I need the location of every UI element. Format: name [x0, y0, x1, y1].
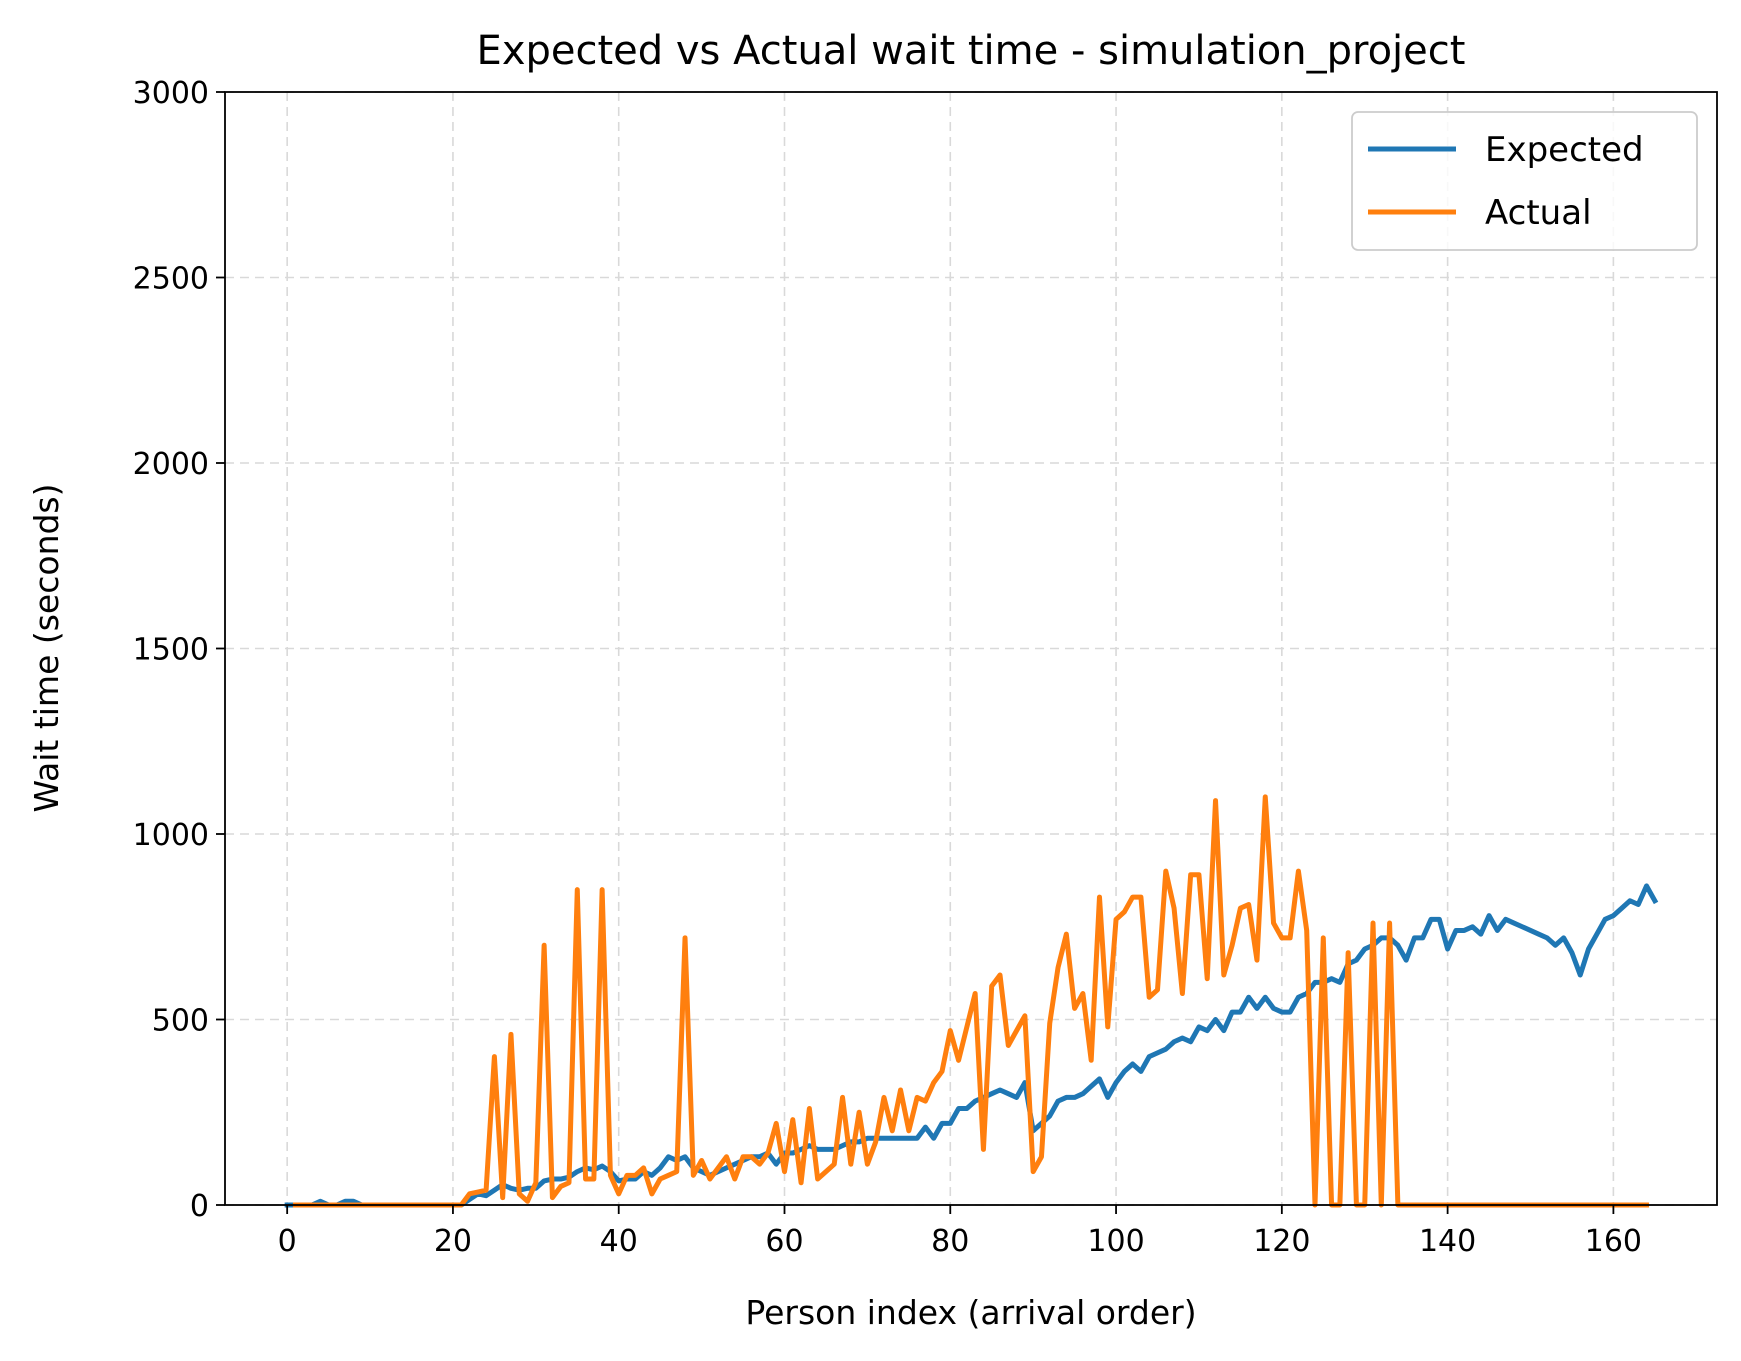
x-tick-label: 20	[434, 1224, 472, 1259]
y-axis: 0 500 1000 1500 2000 2500 3000	[133, 76, 225, 1224]
x-tick-label: 0	[278, 1224, 297, 1259]
y-tick-label: 1500	[133, 633, 209, 668]
x-tick-label: 100	[1087, 1224, 1144, 1259]
x-tick-label: 140	[1419, 1224, 1476, 1259]
y-tick-label: 1000	[133, 818, 209, 853]
x-tick-label: 160	[1585, 1224, 1642, 1259]
legend-label-expected: Expected	[1485, 130, 1644, 170]
y-tick-label: 2500	[133, 262, 209, 297]
y-tick-label: 0	[190, 1189, 209, 1224]
y-tick-label: 2000	[133, 447, 209, 482]
x-tick-label: 120	[1253, 1224, 1310, 1259]
x-tick-label: 80	[931, 1224, 969, 1259]
x-axis: 0 20 40 60 80 100 120 140 160	[278, 1205, 1642, 1259]
series-line-expected	[284, 883, 1659, 1208]
chart-title: Expected vs Actual wait time - simulatio…	[477, 28, 1466, 74]
y-axis-title: Wait time (seconds)	[27, 483, 66, 812]
x-axis-title: Person index (arrival order)	[745, 1293, 1196, 1332]
legend-label-actual: Actual	[1485, 193, 1592, 233]
x-tick-label: 60	[765, 1224, 803, 1259]
y-tick-label: 3000	[133, 76, 209, 111]
y-tick-label: 500	[152, 1004, 209, 1039]
legend: Expected Actual	[1351, 111, 1698, 251]
x-tick-label: 40	[600, 1224, 638, 1259]
